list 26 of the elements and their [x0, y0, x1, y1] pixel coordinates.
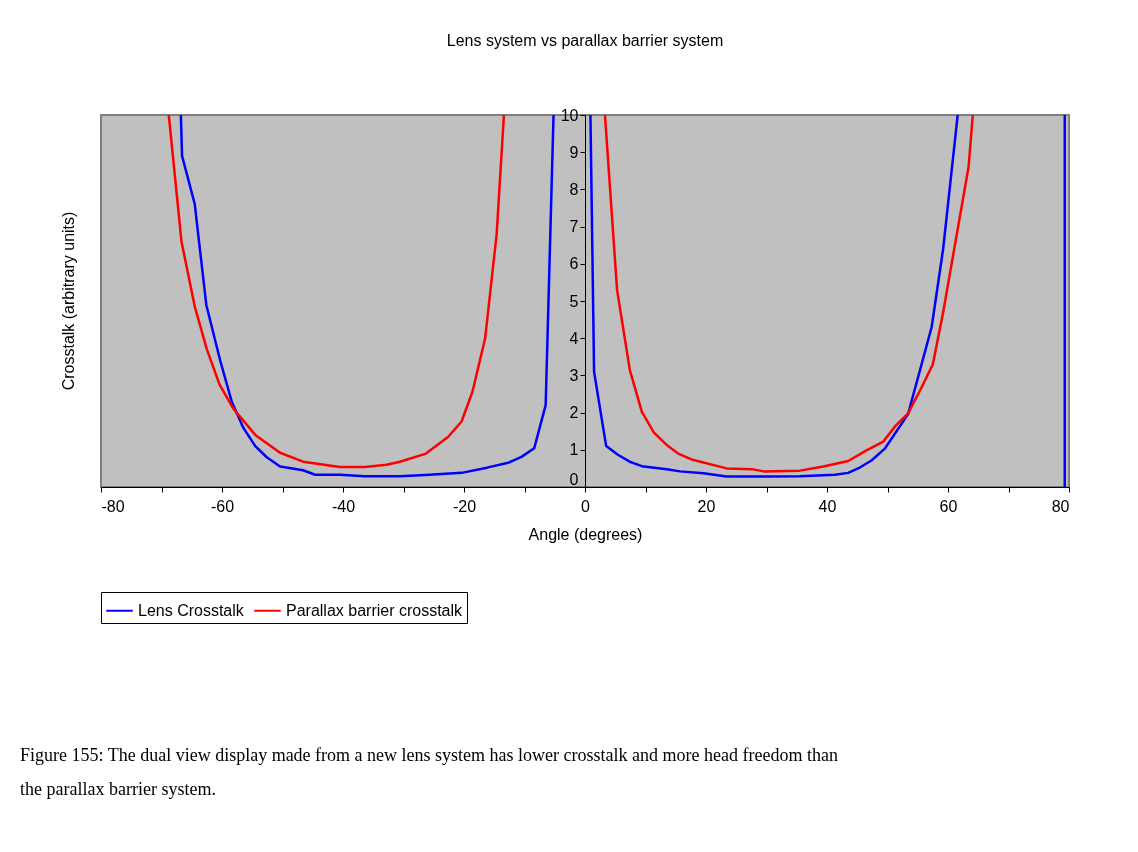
x-axis-title: Angle (degrees): [528, 525, 643, 543]
x-tick-label: -60: [210, 497, 235, 515]
y-tick-label: 5: [569, 292, 579, 310]
y-tick-label: 2: [569, 404, 579, 422]
y-tick-label: 8: [569, 180, 579, 198]
caption: Figure 155: The dual view display made from a new lens system has lower crosstalk and more head freedom than the parallax barrier system.: [20, 745, 838, 799]
y-tick-label: 9: [569, 143, 579, 161]
y-tick-label: 7: [569, 218, 579, 236]
x-tick-label: 80: [1051, 497, 1070, 515]
y-tick-label: 6: [569, 255, 579, 273]
legend-label: Lens Crosstalk: [138, 601, 245, 619]
y-axis-title: Crosstalk (arbitrary units): [60, 211, 77, 391]
x-tick-label: -20: [452, 497, 477, 515]
y-tick-label: 4: [569, 329, 579, 347]
legend-label: Parallax barrier crosstalk: [286, 601, 464, 619]
y-tick-label: 10: [560, 106, 579, 124]
x-tick-label: 0: [581, 497, 591, 515]
x-tick-label: 20: [697, 497, 716, 515]
x-tick-label: 60: [939, 497, 958, 515]
x-tick-label: -40: [331, 497, 356, 515]
x-tick-label: -80: [101, 497, 125, 515]
x-tick-label: 40: [818, 497, 837, 515]
y-tick-label: 3: [569, 366, 579, 384]
y-tick-label: 0: [569, 470, 579, 488]
chart-title: Lens system vs parallax barrier system: [446, 32, 724, 49]
y-tick-label: 1: [569, 441, 579, 459]
